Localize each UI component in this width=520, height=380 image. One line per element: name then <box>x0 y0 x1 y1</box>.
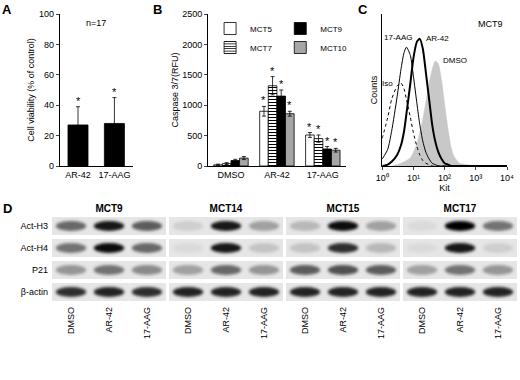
svg-text:MCT9: MCT9 <box>478 19 503 29</box>
svg-text:2000: 2000 <box>182 40 202 50</box>
svg-text:MCT5: MCT5 <box>250 25 272 34</box>
svg-text:*: * <box>316 123 321 135</box>
svg-text:AR-42: AR-42 <box>264 170 290 180</box>
svg-text:Kit: Kit <box>439 183 450 193</box>
svg-text:17-AAG: 17-AAG <box>307 170 339 180</box>
svg-text:100: 100 <box>39 9 54 19</box>
svg-text:β-actin: β-actin <box>21 287 48 297</box>
svg-text:17-AAG: 17-AAG <box>493 307 503 339</box>
svg-text:B: B <box>153 2 162 17</box>
svg-text:Act-H4: Act-H4 <box>20 243 48 253</box>
svg-text:1000: 1000 <box>182 100 202 110</box>
svg-text:0: 0 <box>197 161 202 171</box>
svg-text:MCT17: MCT17 <box>444 203 477 214</box>
svg-text:DMSO: DMSO <box>217 170 244 180</box>
svg-text:*: * <box>307 121 312 133</box>
svg-text:MCT9: MCT9 <box>95 203 123 214</box>
svg-text:DMSO: DMSO <box>300 307 310 334</box>
svg-text:AR-42: AR-42 <box>455 307 465 333</box>
svg-text:*: * <box>112 86 117 98</box>
svg-text:0: 0 <box>49 161 54 171</box>
svg-text:Cell viability (% of control): Cell viability (% of control) <box>26 38 36 142</box>
svg-text:MCT15: MCT15 <box>327 203 360 214</box>
svg-text:80: 80 <box>44 40 54 50</box>
svg-text:10¹: 10¹ <box>407 173 420 183</box>
svg-text:20: 20 <box>44 131 54 141</box>
svg-text:17-AAG: 17-AAG <box>98 170 130 180</box>
svg-text:DMSO: DMSO <box>417 307 427 334</box>
svg-text:D: D <box>3 201 12 216</box>
svg-text:AR-42: AR-42 <box>338 307 348 333</box>
svg-text:1500: 1500 <box>182 70 202 80</box>
svg-text:17-AAG: 17-AAG <box>259 307 269 339</box>
svg-text:17-AAG: 17-AAG <box>142 307 152 339</box>
svg-text:MCT7: MCT7 <box>250 44 272 53</box>
svg-text:*: * <box>333 136 338 148</box>
svg-text:10⁰: 10⁰ <box>376 173 389 183</box>
svg-text:60: 60 <box>44 70 54 80</box>
svg-text:17-AAG: 17-AAG <box>376 307 386 339</box>
svg-text:n=17: n=17 <box>86 18 106 28</box>
svg-text:DMSO: DMSO <box>66 307 76 334</box>
svg-text:AR-42: AR-42 <box>104 307 114 333</box>
svg-text:P21: P21 <box>32 265 48 275</box>
svg-text:10²: 10² <box>438 173 451 183</box>
svg-text:*: * <box>287 99 292 111</box>
svg-text:Caspase 3/7(RFU): Caspase 3/7(RFU) <box>170 52 180 127</box>
svg-text:MCT10: MCT10 <box>320 44 347 53</box>
svg-text:Iso: Iso <box>382 79 393 88</box>
svg-text:MCT14: MCT14 <box>210 203 243 214</box>
svg-text:Counts: Counts <box>369 75 379 104</box>
svg-text:DMSO: DMSO <box>443 56 467 65</box>
svg-text:*: * <box>261 94 266 106</box>
svg-text:AR-42: AR-42 <box>65 170 91 180</box>
svg-text:40: 40 <box>44 100 54 110</box>
svg-text:C: C <box>358 2 368 17</box>
svg-text:2500: 2500 <box>182 9 202 19</box>
svg-text:DMSO: DMSO <box>183 307 193 334</box>
svg-text:A: A <box>2 2 12 17</box>
svg-text:10⁴: 10⁴ <box>500 173 514 183</box>
svg-text:AR-42: AR-42 <box>221 307 231 333</box>
svg-text:17-AAG: 17-AAG <box>384 33 412 42</box>
svg-text:*: * <box>279 78 284 90</box>
svg-text:AR-42: AR-42 <box>426 34 449 43</box>
svg-text:*: * <box>76 95 81 107</box>
svg-text:10³: 10³ <box>469 173 482 183</box>
svg-text:MCT9: MCT9 <box>320 25 342 34</box>
svg-text:*: * <box>270 65 275 77</box>
svg-text:*: * <box>325 135 330 147</box>
svg-text:Act-H3: Act-H3 <box>20 221 48 231</box>
svg-text:500: 500 <box>187 131 202 141</box>
